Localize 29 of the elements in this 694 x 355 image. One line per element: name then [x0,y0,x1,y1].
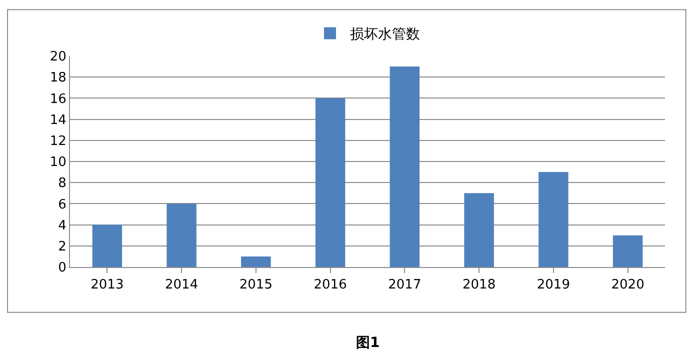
bar [241,256,271,267]
y-tick-label: 6 [58,197,66,212]
bar [166,204,196,267]
x-tick-label: 2014 [165,278,198,293]
y-tick-label: 14 [50,112,66,128]
y-tick-label: 4 [58,218,66,234]
legend-label: 损坏水管数 [350,26,420,43]
y-tick-label: 0 [58,260,66,276]
bar [390,66,420,267]
y-tick-label: 2 [58,239,66,254]
bar [538,172,568,267]
x-tick-label: 2017 [388,278,422,293]
caption: 图1 [356,335,380,351]
x-tick-label: 2020 [611,278,644,293]
y-tick-label: 16 [50,92,66,107]
x-tick-label: 2015 [239,278,272,293]
y-tick-label: 18 [50,70,66,86]
y-tick-label: 8 [58,176,66,192]
bar [92,224,122,267]
bar [464,193,494,267]
bar [315,98,346,267]
y-tick-label: 10 [50,155,66,170]
x-tick-label: 2018 [462,278,496,293]
y-tick-label: 12 [50,134,66,149]
x-tick-label: 2013 [90,278,124,293]
x-tick-label: 2016 [314,278,347,293]
y-tick-label: 20 [50,50,66,65]
x-tick-label: 2019 [536,278,570,293]
bar [612,235,643,267]
